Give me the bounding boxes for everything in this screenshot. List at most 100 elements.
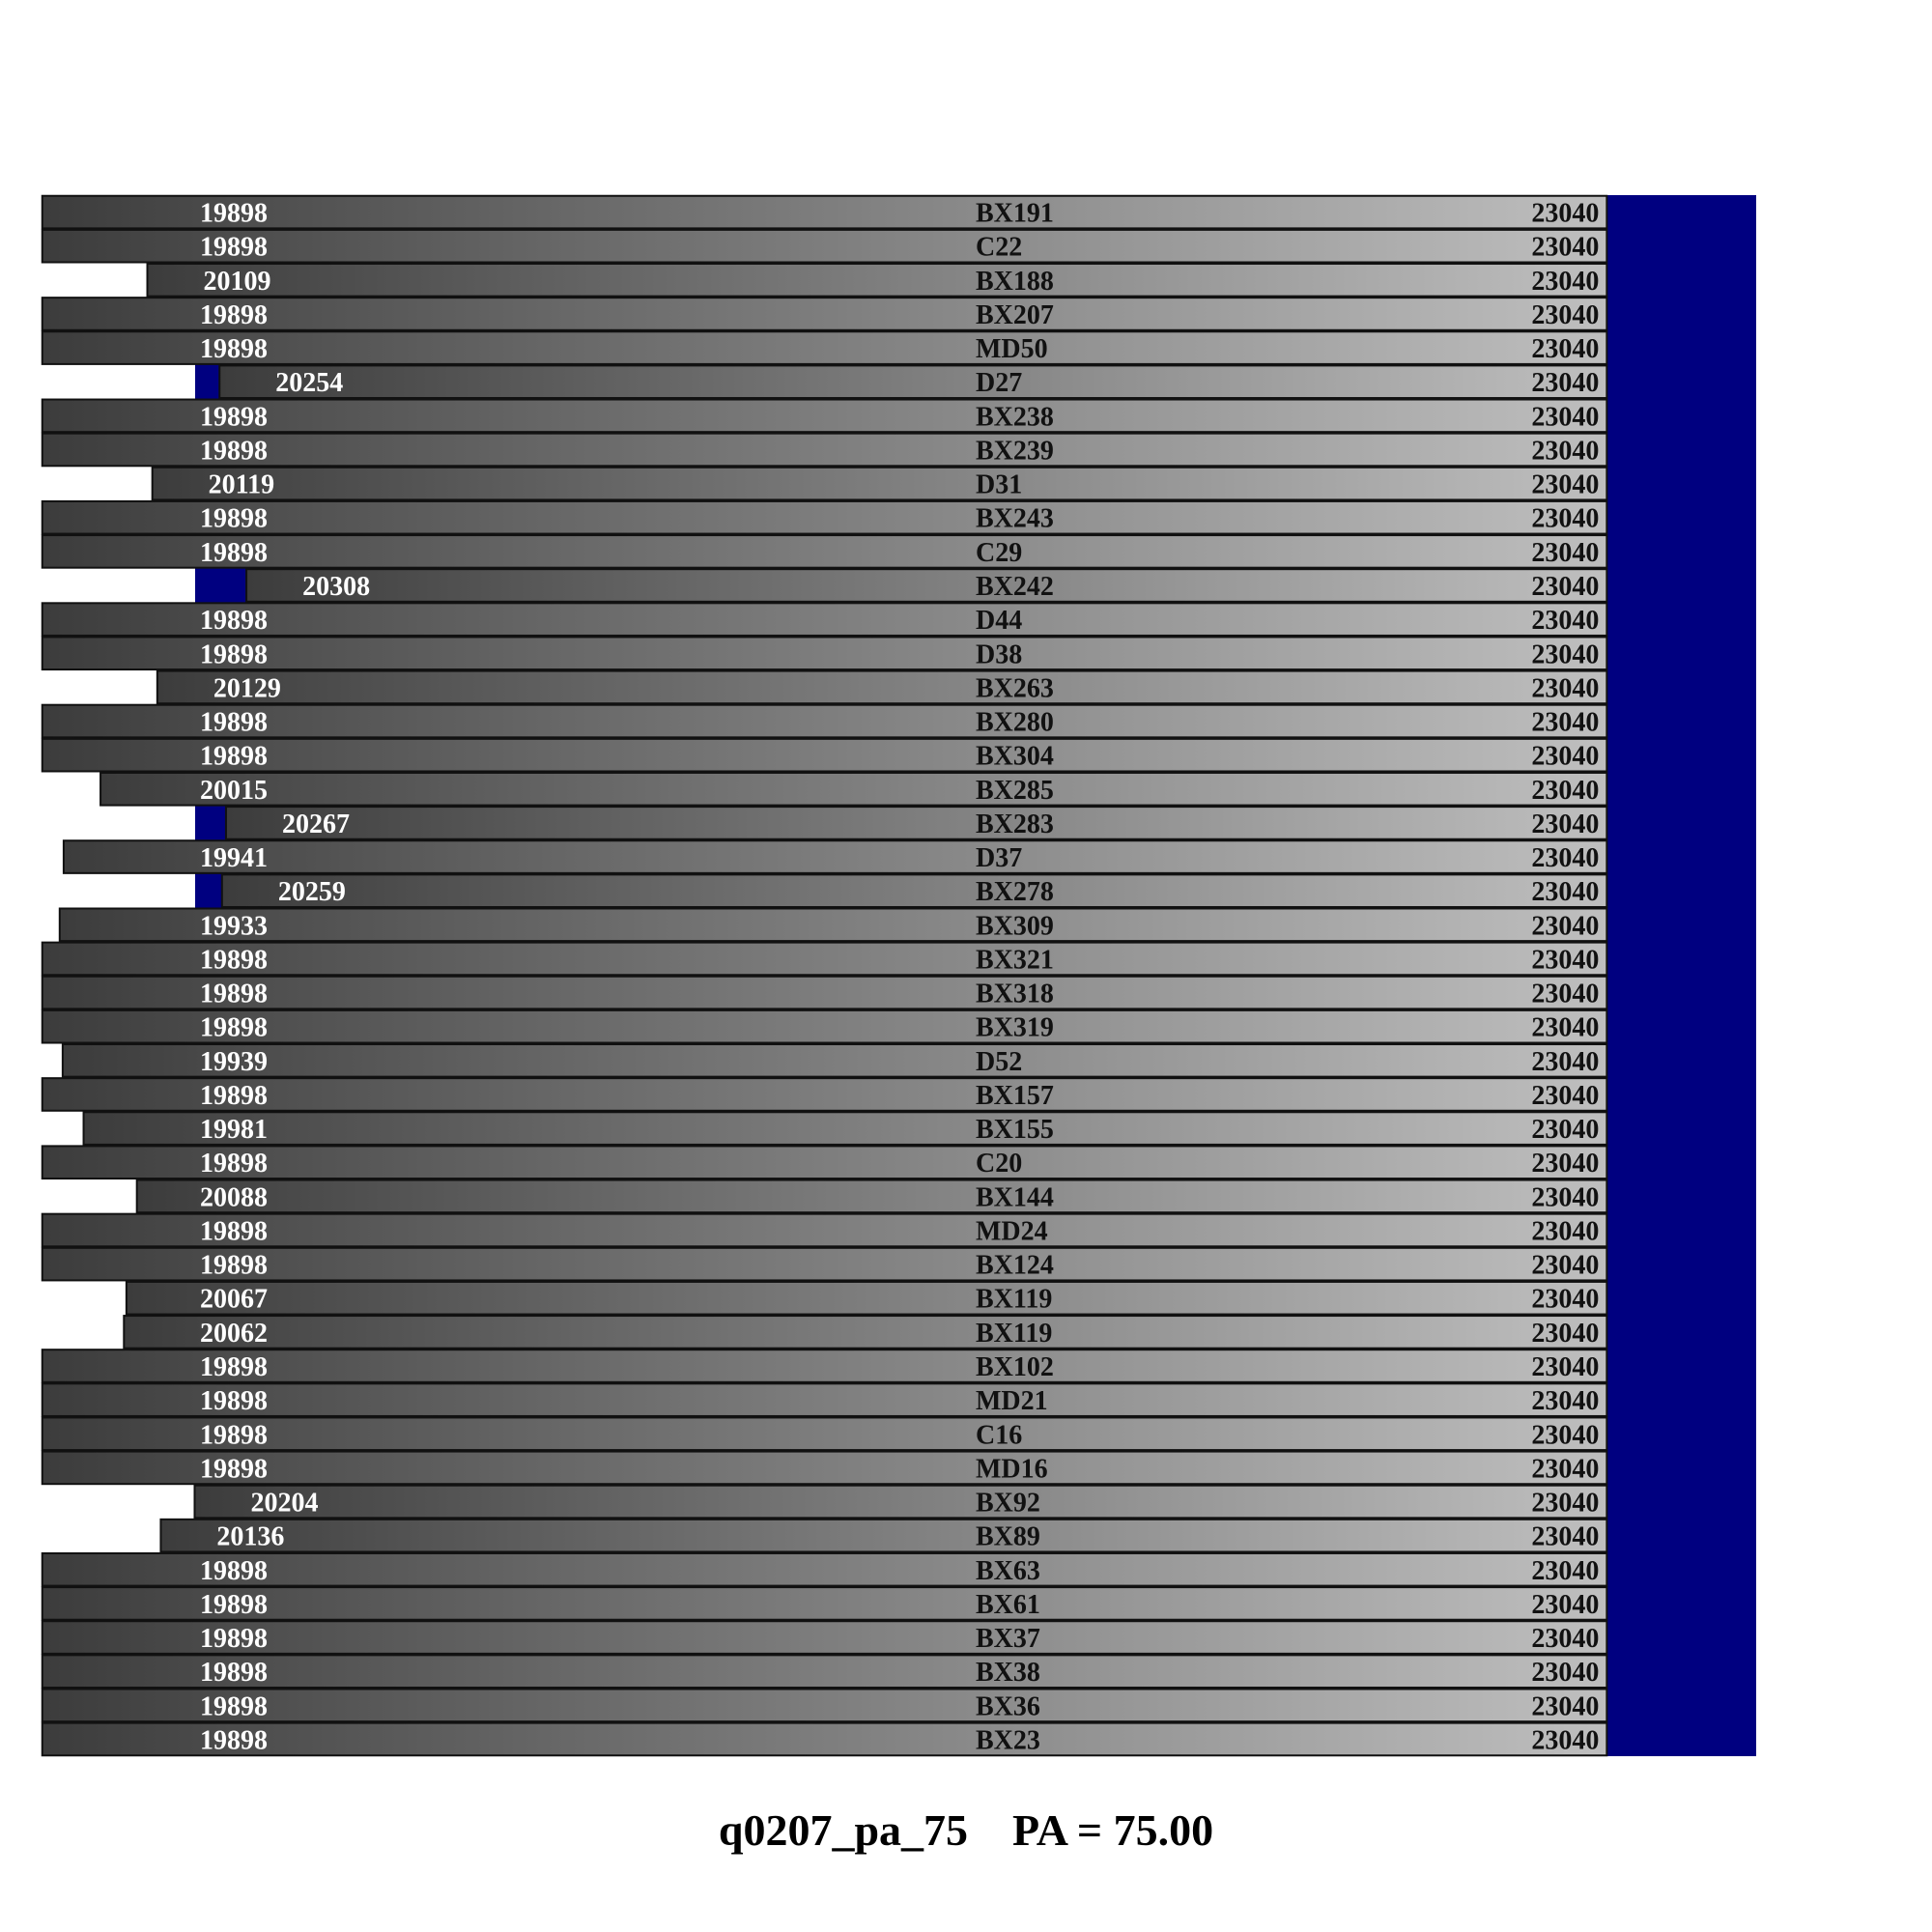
bar-start-label: 20136 — [216, 1522, 284, 1552]
bar-row: 19898 BX239 23040 — [43, 434, 1607, 467]
bar-row: 20062 BX119 23040 — [124, 1316, 1606, 1349]
bar-start-label: 19933 — [200, 911, 268, 941]
bar-name-label: BX319 — [976, 1013, 1054, 1043]
bar-name-label: BX89 — [976, 1522, 1040, 1552]
bar-start-label: 19898 — [200, 1081, 268, 1111]
bar-row: 19898 BX319 23040 — [43, 1010, 1607, 1043]
bar-row: 19898 C20 23040 — [43, 1146, 1607, 1179]
bar-end-label: 23040 — [1531, 538, 1599, 568]
bar — [124, 1316, 1606, 1349]
bar-start-label: 20129 — [213, 673, 281, 703]
bar-end-label: 23040 — [1531, 1590, 1599, 1620]
bar — [43, 603, 1607, 636]
bar-start-label: 19898 — [200, 402, 268, 432]
bar-end-label: 23040 — [1531, 300, 1599, 330]
bar-row: 19898 BX157 23040 — [43, 1078, 1607, 1111]
bar-name-label: BX285 — [976, 776, 1054, 806]
bar-row: 20308 BX242 23040 — [246, 569, 1606, 602]
bar — [43, 1146, 1607, 1179]
bar-row: 19898 C29 23040 — [43, 535, 1607, 568]
bar-start-label: 19898 — [200, 742, 268, 772]
bar-end-label: 23040 — [1531, 504, 1599, 534]
bar-start-label: 19898 — [200, 538, 268, 568]
bar-row: 20109 BX188 23040 — [148, 264, 1607, 297]
bar-name-label: D31 — [976, 470, 1022, 500]
bar-name-label: D27 — [976, 368, 1022, 398]
bar-row: 19898 BX318 23040 — [43, 977, 1607, 1009]
bar-start-label: 19898 — [200, 504, 268, 534]
bar — [127, 1282, 1606, 1315]
bar — [219, 365, 1606, 398]
bar-row: 20204 BX92 23040 — [194, 1486, 1606, 1519]
bar — [43, 1553, 1607, 1586]
bar-name-label: D44 — [976, 606, 1022, 636]
bar — [63, 1044, 1606, 1077]
bar-row: 19898 MD50 23040 — [43, 331, 1607, 364]
bar-name-label: BX38 — [976, 1658, 1040, 1688]
bar — [43, 1452, 1607, 1485]
bar-name-label: BX278 — [976, 877, 1054, 907]
bar — [43, 230, 1607, 263]
bar-row: 20067 BX119 23040 — [127, 1282, 1606, 1315]
bar-end-label: 23040 — [1531, 1352, 1599, 1382]
bar-end-label: 23040 — [1531, 436, 1599, 466]
bar-start-label: 19898 — [200, 1590, 268, 1620]
bar-name-label: BX92 — [976, 1489, 1040, 1519]
bar-name-label: MD16 — [976, 1454, 1048, 1484]
bar-start-label: 20109 — [204, 267, 271, 297]
bar-row: 19898 BX238 23040 — [43, 400, 1607, 433]
bar-name-label: C29 — [976, 538, 1022, 568]
bar-end-label: 23040 — [1531, 877, 1599, 907]
bar — [43, 1587, 1607, 1620]
bar-end-label: 23040 — [1531, 233, 1599, 263]
bar-row: 20136 BX89 23040 — [160, 1520, 1606, 1552]
bar-start-label: 19898 — [200, 945, 268, 975]
bar-start-label: 19898 — [200, 1691, 268, 1721]
bar-row: 19898 MD16 23040 — [43, 1452, 1607, 1485]
bar-row: 20015 BX285 23040 — [100, 773, 1606, 806]
bar-end-label: 23040 — [1531, 1115, 1599, 1145]
bar — [43, 298, 1607, 330]
bar-end-label: 23040 — [1531, 1658, 1599, 1688]
bar-end-label: 23040 — [1531, 1182, 1599, 1212]
bar-name-label: BX63 — [976, 1556, 1040, 1586]
bar-end-label: 23040 — [1531, 945, 1599, 975]
bar-start-label: 19898 — [200, 1454, 268, 1484]
bar-end-label: 23040 — [1531, 1420, 1599, 1450]
bar-start-label: 20119 — [209, 470, 274, 500]
bar-row: 19898 BX23 23040 — [43, 1723, 1607, 1756]
bar-start-label: 19898 — [200, 606, 268, 636]
bar-row: 20119 D31 23040 — [153, 468, 1607, 500]
bar-row: 19941 D37 23040 — [64, 840, 1606, 873]
bar-start-label: 19898 — [200, 708, 268, 738]
bar-start-label: 19898 — [200, 1658, 268, 1688]
bar-end-label: 23040 — [1531, 1285, 1599, 1315]
chart-title: q0207_pa_75 — [719, 1805, 968, 1855]
bar-end-label: 23040 — [1531, 1319, 1599, 1349]
bar-end-label: 23040 — [1531, 810, 1599, 839]
bar-start-label: 19898 — [200, 1725, 268, 1755]
bar-end-label: 23040 — [1531, 1556, 1599, 1586]
bar — [222, 874, 1607, 907]
bar-row: 19898 BX243 23040 — [43, 501, 1607, 534]
bar-row: 20254 D27 23040 — [219, 365, 1606, 398]
bar-start-label: 20015 — [200, 776, 268, 806]
bar — [43, 196, 1607, 229]
bar-end-label: 23040 — [1531, 742, 1599, 772]
bar — [43, 1383, 1607, 1416]
bar — [43, 1248, 1607, 1281]
bar-start-label: 20308 — [302, 572, 370, 602]
bar-name-label: BX321 — [976, 945, 1054, 975]
bar-start-label: 19898 — [200, 1386, 268, 1416]
bar-row: 20129 BX263 23040 — [157, 671, 1607, 704]
bar-name-label: BX61 — [976, 1590, 1040, 1620]
bar-name-label: BX102 — [976, 1352, 1054, 1382]
bar-name-label: BX144 — [976, 1182, 1054, 1212]
bar-start-label: 19941 — [200, 843, 268, 873]
bar-name-label: BX191 — [976, 199, 1054, 229]
bar-start-label: 19898 — [200, 1013, 268, 1043]
bar-end-label: 23040 — [1531, 911, 1599, 941]
bar — [43, 705, 1607, 738]
bar-end-label: 23040 — [1531, 1725, 1599, 1755]
